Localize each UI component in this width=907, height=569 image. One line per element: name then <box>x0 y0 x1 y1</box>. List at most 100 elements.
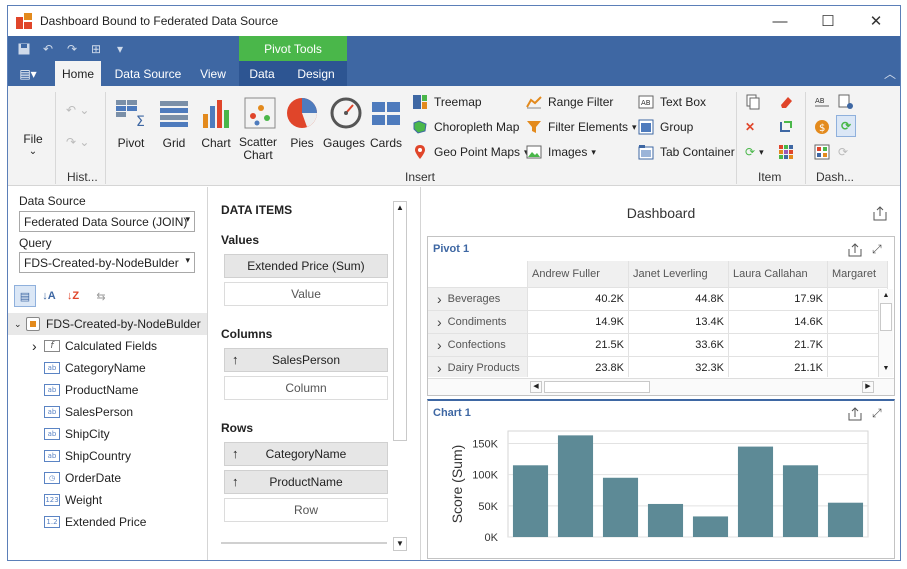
export-icon[interactable] <box>872 205 888 221</box>
group-button[interactable]: Group <box>638 117 693 137</box>
scroll-up-arrow-icon[interactable]: ▲ <box>882 292 890 299</box>
close-button[interactable]: ✕ <box>869 13 883 30</box>
minimize-button[interactable]: — <box>772 12 788 30</box>
vscroll-thumb[interactable] <box>880 303 892 331</box>
scroll-down-arrow-icon[interactable]: ▼ <box>882 365 890 372</box>
field-item[interactable]: › f Calculated Fields <box>8 335 207 357</box>
pivot-row-header[interactable]: › Confections <box>428 334 528 357</box>
pivot-row-header[interactable]: › Condiments <box>428 311 528 334</box>
maximize-icon[interactable]: ⤢ <box>872 406 882 420</box>
data-items-scrollbar[interactable]: ▲ <box>393 201 407 441</box>
delete-item-button[interactable]: ✕ <box>745 117 761 137</box>
scroll-down-arrow-icon[interactable]: ▼ <box>393 537 407 551</box>
pivot-hscroll[interactable]: ◀ ▶ <box>428 378 894 395</box>
pivot-row-header[interactable]: › Dairy Products <box>428 357 528 377</box>
clear-item-button[interactable] <box>778 92 794 112</box>
insert-grid-button[interactable]: Grid <box>155 96 193 150</box>
collapse-ribbon-icon[interactable]: ︿ <box>883 67 896 81</box>
row-item-2[interactable]: ↑ ProductName <box>224 470 388 494</box>
layout-icon[interactable]: ⊞ <box>90 41 102 56</box>
row-drop-target[interactable]: Row <box>224 498 388 522</box>
field-item[interactable]: 1.2 Extended Price <box>8 511 207 533</box>
column-item[interactable]: ↑ SalesPerson <box>224 348 388 372</box>
pivot-row-header[interactable]: › Beverages <box>428 288 528 311</box>
row-item-1[interactable]: ↑ CategoryName <box>224 442 388 466</box>
redo-button[interactable]: ↷ ⌄ <box>66 135 90 149</box>
pivot-column-header[interactable]: Margaret <box>828 261 888 288</box>
maximize-icon[interactable]: ⤢ <box>872 242 882 256</box>
save-icon[interactable] <box>12 36 36 61</box>
insert-scatter-chart-button[interactable]: Scatter Chart <box>237 96 279 162</box>
text-box-button[interactable]: AB Text Box <box>638 92 706 112</box>
insert-pivot-button[interactable]: Σ Pivot <box>112 96 150 150</box>
chart-bar <box>737 446 774 537</box>
expand-icon[interactable]: › <box>437 337 442 353</box>
field-item[interactable]: ab ProductName <box>8 379 207 401</box>
pivot-vscroll[interactable]: ▲ ▼ <box>878 289 893 377</box>
scroll-up-arrow-icon[interactable]: ▲ <box>396 203 404 212</box>
field-item[interactable]: ab CategoryName <box>8 357 207 379</box>
scroll-right-arrow-icon[interactable]: ▶ <box>862 381 874 393</box>
tab-data-source[interactable]: Data Source <box>114 66 182 81</box>
geo-point-maps-button[interactable]: Geo Point Maps ▾ <box>412 142 529 162</box>
expand-icon[interactable]: › <box>437 314 442 330</box>
expand-icon[interactable]: › <box>437 291 442 307</box>
tab-home[interactable]: Home <box>55 61 101 86</box>
pivot-column-header[interactable]: Andrew Fuller <box>528 261 629 288</box>
insert-chart-button[interactable]: Chart <box>197 96 235 150</box>
chart-widget[interactable]: Chart 1 ⤢ 0K 50K 100K 150K Score (Sum) <box>427 399 895 559</box>
tab-container-button[interactable]: Tab Container <box>638 142 735 162</box>
customize-qat-icon[interactable]: ▾ <box>116 41 124 56</box>
tab-view[interactable]: View <box>200 66 226 81</box>
scroll-left-arrow-icon[interactable]: ◀ <box>530 381 542 393</box>
pivot-column-header[interactable]: Laura Callahan <box>729 261 828 288</box>
data-source-combo[interactable]: Federated Data Source (JOIN) ▾ <box>19 211 195 232</box>
file-button[interactable]: File ⌄ <box>18 132 48 157</box>
value-drop-target[interactable]: Value <box>224 282 388 306</box>
dashboard-settings-button[interactable] <box>838 92 854 112</box>
sort-descending-button[interactable]: ↓Z <box>62 285 84 307</box>
field-item[interactable]: ◷ OrderDate <box>8 467 207 489</box>
tab-design[interactable]: Design <box>297 66 335 81</box>
insert-cards-button[interactable]: Cards <box>367 96 405 150</box>
hscroll-thumb[interactable] <box>544 381 650 393</box>
insert-pies-button[interactable]: Pies <box>283 96 321 150</box>
images-button[interactable]: Images ▾ <box>526 142 596 162</box>
column-drop-target[interactable]: Column <box>224 376 388 400</box>
redo-icon[interactable]: ↷ <box>66 41 78 56</box>
filter-elements-button[interactable]: Filter Elements ▾ <box>526 117 637 137</box>
field-item[interactable]: ab ShipCountry <box>8 445 207 467</box>
undo-button[interactable]: ↶ ⌄ <box>66 103 90 117</box>
app-menu-icon[interactable]: ▤▾ <box>19 66 37 81</box>
currency-button[interactable]: $ <box>814 117 830 137</box>
sort-ascending-button[interactable]: ↓A <box>38 285 60 307</box>
field-item[interactable]: 123 Weight <box>8 489 207 511</box>
duplicate-item-button[interactable] <box>745 92 761 112</box>
undo-icon[interactable]: ↶ <box>42 41 54 56</box>
export-icon[interactable] <box>848 243 862 257</box>
field-item[interactable]: ab SalesPerson <box>8 401 207 423</box>
tab-data[interactable]: Data <box>249 66 275 81</box>
treemap-button[interactable]: Treemap <box>412 92 482 112</box>
refresh-field-list-button[interactable]: ⇆ <box>90 285 112 307</box>
title-settings-button[interactable]: AB <box>814 92 830 112</box>
range-filter-button[interactable]: Range Filter <box>526 92 613 112</box>
group-by-type-button[interactable]: ▤ <box>14 285 36 307</box>
automatic-updates-button[interactable]: ⟳ <box>838 142 854 162</box>
pivot-column-header[interactable]: Janet Leverling <box>629 261 729 288</box>
value-item[interactable]: Extended Price (Sum) <box>224 254 388 278</box>
expand-icon[interactable]: › <box>437 360 442 376</box>
tree-root[interactable]: ⌄ FDS-Created-by-NodeBulder <box>8 313 207 335</box>
field-item[interactable]: ab ShipCity <box>8 423 207 445</box>
convert-to-button[interactable]: ⟳ ▾ <box>745 142 775 162</box>
insert-gauges-button[interactable]: Gauges <box>323 96 365 150</box>
colors-button[interactable] <box>778 142 794 162</box>
transpose-button[interactable] <box>778 117 794 137</box>
export-icon[interactable] <box>848 407 862 421</box>
query-combo[interactable]: FDS-Created-by-NodeBulder ▾ <box>19 252 195 273</box>
color-scheme-button[interactable] <box>814 142 830 162</box>
pivot-widget[interactable]: Pivot 1 ⤢ Andrew Fuller Janet Leverling La… <box>427 236 895 396</box>
maximize-button[interactable]: ☐ <box>821 13 835 30</box>
choropleth-map-button[interactable]: Choropleth Map <box>412 117 519 137</box>
update-parameters-button[interactable]: ⟳ <box>836 115 856 137</box>
